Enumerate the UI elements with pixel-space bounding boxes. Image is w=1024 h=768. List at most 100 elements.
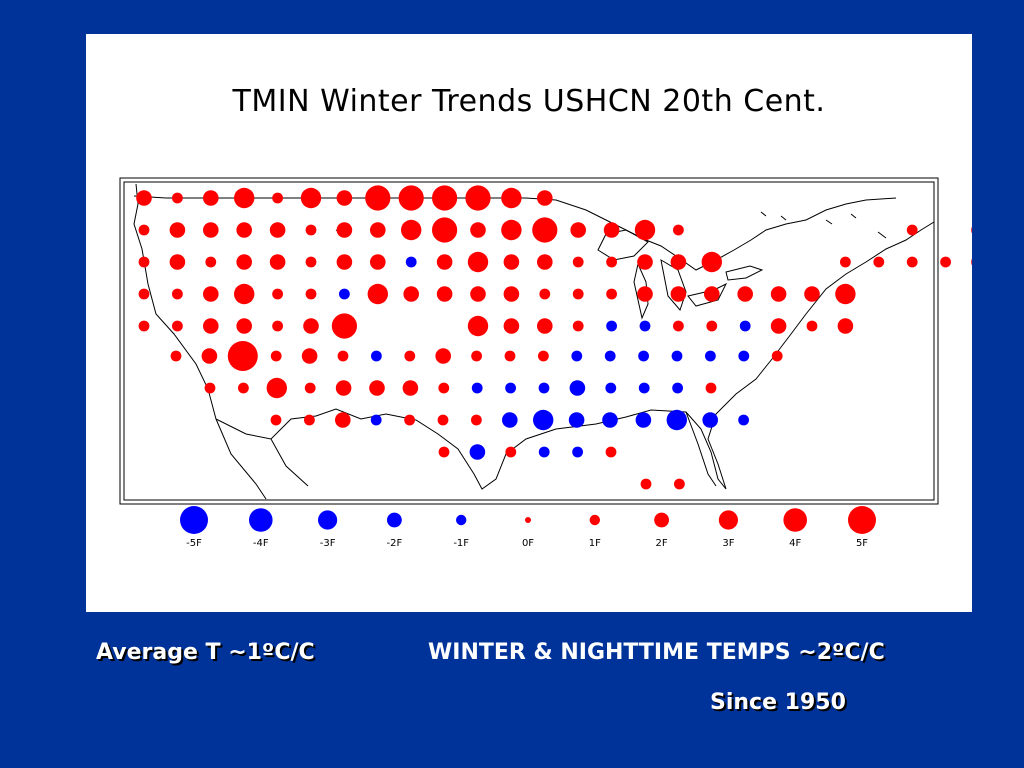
- legend-swatch: [525, 517, 531, 523]
- trend-dot: [169, 254, 186, 270]
- legend-label: 3F: [722, 538, 734, 549]
- trend-dot: [339, 288, 350, 300]
- trend-dot: [269, 222, 286, 238]
- winter-caption-text: WINTER & NIGHTTIME TEMPS: [428, 640, 799, 665]
- trend-dot: [503, 254, 520, 270]
- trend-dot: [840, 256, 851, 268]
- trend-dot: [835, 283, 856, 305]
- trend-dot: [138, 256, 150, 268]
- trend-dot: [138, 288, 150, 300]
- trend-dot: [572, 446, 583, 458]
- trend-dot: [432, 217, 458, 243]
- trend-dot: [238, 382, 249, 394]
- legend-label: 1F: [589, 538, 601, 549]
- map-panel: TMIN Winter Trends USHCN 20th Cent.: [86, 34, 972, 612]
- trend-dot: [705, 350, 716, 362]
- trend-dot: [432, 185, 458, 211]
- trend-dot: [403, 286, 420, 302]
- average-caption: Average T ~1ºC/C: [96, 640, 315, 665]
- trend-dot: [305, 224, 317, 236]
- trend-dot: [335, 380, 352, 396]
- legend-label: 0F: [522, 538, 534, 549]
- trend-dot: [635, 412, 652, 428]
- trend-dot: [568, 412, 585, 428]
- trend-dot: [538, 382, 550, 394]
- trend-dot: [467, 315, 489, 337]
- trend-dot: [402, 380, 419, 396]
- trend-dot: [704, 286, 720, 302]
- trend-dot: [203, 286, 219, 302]
- trend-dot: [336, 190, 353, 206]
- trend-dot: [505, 382, 516, 394]
- trend-dot: [203, 318, 219, 334]
- trend-dot: [770, 318, 787, 334]
- trend-dot: [533, 409, 554, 431]
- trend-dot: [435, 348, 452, 364]
- trend-dot: [203, 222, 219, 238]
- trend-dot: [470, 286, 486, 302]
- trend-dot: [702, 412, 718, 428]
- trend-dot: [906, 224, 918, 236]
- trend-map: -5F -4F -3F -2F -1F 0F 1F 2F 3F 4F 5F: [119, 177, 972, 549]
- trend-dot: [305, 288, 317, 300]
- trend-dot: [673, 224, 684, 236]
- trend-dot: [738, 350, 750, 362]
- trend-dot: [436, 286, 453, 302]
- trend-dot: [236, 222, 252, 238]
- trend-dot: [570, 222, 586, 238]
- trend-dot: [136, 190, 152, 206]
- trend-dot: [503, 318, 520, 334]
- trend-dot: [572, 288, 584, 300]
- trend-dot: [804, 286, 820, 302]
- trend-dot: [538, 446, 550, 458]
- trend-dot: [270, 414, 282, 426]
- trend-dot: [369, 380, 385, 396]
- trend-dots: [136, 185, 972, 490]
- trend-dot: [138, 320, 150, 332]
- trend-dot: [806, 320, 818, 332]
- trend-dot: [227, 341, 258, 371]
- legend-swatch: [589, 514, 600, 526]
- trend-dot: [537, 190, 553, 206]
- trend-dot: [404, 414, 415, 426]
- trend-dot: [272, 320, 283, 332]
- trend-dot: [471, 414, 482, 426]
- trend-dot: [701, 251, 722, 273]
- trend-dot: [201, 348, 218, 364]
- trend-dot: [538, 350, 549, 362]
- trend-dot: [670, 254, 687, 270]
- legend-label: -4F: [253, 538, 269, 549]
- trend-dot: [537, 254, 553, 270]
- map-frame: [119, 177, 939, 505]
- trend-dot: [666, 409, 687, 431]
- trend-dot: [304, 382, 316, 394]
- trend-dot: [370, 414, 382, 426]
- trend-dot: [532, 217, 558, 243]
- trend-dot: [172, 288, 183, 300]
- trend-dot: [770, 286, 787, 302]
- trend-dot: [672, 382, 683, 394]
- trend-dot: [205, 256, 217, 268]
- trend-dot: [365, 185, 391, 211]
- trend-dot: [335, 412, 351, 428]
- trend-dot: [837, 318, 854, 334]
- trend-dot: [305, 256, 317, 268]
- trend-dot: [706, 320, 718, 332]
- legend-swatch: [180, 506, 208, 534]
- trend-dot: [503, 286, 520, 302]
- trend-dot: [638, 382, 650, 394]
- trend-dot: [336, 222, 353, 238]
- trend-dot: [602, 412, 618, 428]
- map-title: TMIN Winter Trends USHCN 20th Cent.: [232, 84, 826, 119]
- trend-dot: [405, 256, 417, 268]
- trend-dot: [272, 288, 283, 300]
- trend-dot: [638, 350, 649, 362]
- trend-dot: [606, 256, 617, 268]
- trend-dot: [737, 286, 753, 302]
- trend-dot: [571, 350, 583, 362]
- trend-dot: [971, 226, 972, 234]
- trend-dot: [266, 377, 287, 399]
- trend-dot: [771, 350, 783, 362]
- trend-dot: [438, 382, 450, 394]
- legend-label: -1F: [453, 538, 469, 549]
